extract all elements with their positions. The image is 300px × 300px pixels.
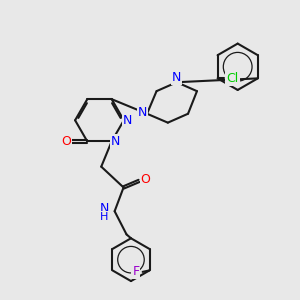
Text: N: N bbox=[123, 114, 132, 127]
Text: F: F bbox=[132, 266, 140, 278]
Text: N: N bbox=[100, 202, 109, 215]
Text: N: N bbox=[110, 135, 120, 148]
Text: O: O bbox=[61, 135, 71, 148]
Text: Cl: Cl bbox=[226, 72, 238, 85]
Text: N: N bbox=[172, 71, 182, 84]
Text: H: H bbox=[100, 212, 108, 222]
Text: O: O bbox=[141, 173, 151, 186]
Text: N: N bbox=[138, 106, 147, 119]
